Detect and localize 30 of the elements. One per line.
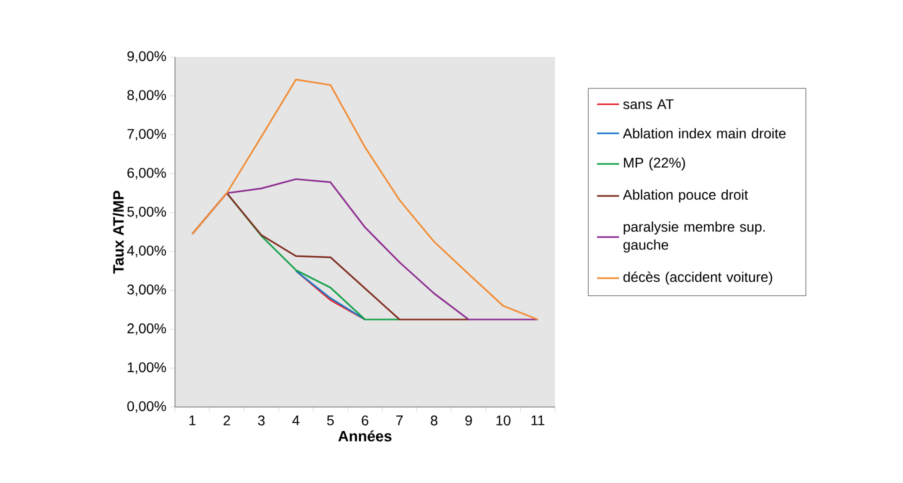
y-tick-label: 7,00% [127, 128, 166, 141]
x-tick-label: 1 [189, 416, 196, 426]
y-tick-label: 1,00% [128, 362, 166, 374]
x-tick-label: 11 [532, 416, 544, 426]
y-axis-title: Taux AT/MP [112, 190, 124, 274]
legend-label: MP (22%) [624, 157, 685, 170]
x-tick-label: 8 [430, 416, 438, 426]
x-axis-title: Années [338, 430, 392, 442]
x-tick-label: 5 [327, 416, 334, 426]
x-tick-label: 10 [496, 416, 510, 426]
x-tick-label: 7 [396, 416, 403, 426]
line-series [191, 78, 539, 320]
x-tick-label: 2 [224, 416, 230, 426]
legend-label: Ablation index main droite [622, 128, 786, 138]
x-tick-label: 9 [465, 416, 472, 426]
y-tick-label: 3,00% [127, 284, 166, 296]
y-tick-label: 9,00% [127, 51, 166, 63]
legend-label: décès (accident voiture) [623, 272, 772, 285]
legend-label: paralysie membre sup. gauche [623, 221, 765, 253]
y-tick-label: 4,00% [127, 246, 166, 258]
x-tick-label: 6 [362, 416, 368, 426]
y-tick-label: 6,00% [127, 168, 166, 180]
legend-label: sans AT [623, 99, 674, 110]
legend-label: Ablation pouce droit [622, 189, 748, 202]
y-tick-label: 2,00% [127, 323, 166, 336]
y-tick-label: 8,00% [127, 90, 166, 102]
y-tick-label: 0,00% [127, 401, 166, 413]
y-tick-label: 5,00% [127, 206, 166, 218]
x-tick-label: 4 [292, 416, 300, 426]
x-tick-label: 3 [258, 416, 265, 426]
